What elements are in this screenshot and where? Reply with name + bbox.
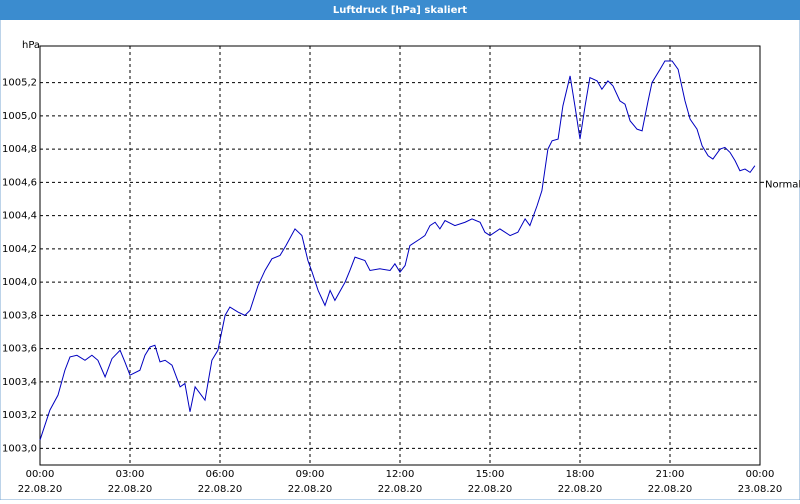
- x-tick-date: 22.08.20: [288, 484, 333, 495]
- y-tick-label: 1005,2: [2, 78, 37, 89]
- y-tick-label: 1005,0: [2, 111, 37, 122]
- y-tick-label: 1003,8: [2, 310, 37, 321]
- x-tick-date: 22.08.20: [558, 484, 603, 495]
- y-axis-label: hPa: [22, 40, 40, 51]
- x-tick-label: 12:00: [386, 469, 415, 480]
- y-tick-label: 1003,0: [2, 443, 37, 454]
- x-tick-date: 22.08.20: [198, 484, 243, 495]
- x-tick-label: 09:00: [296, 469, 325, 480]
- y-tick-label: 1003,2: [2, 410, 37, 421]
- x-tick-label: 18:00: [566, 469, 595, 480]
- annotation: Normal: [765, 179, 800, 190]
- x-tick-date: 22.08.20: [468, 484, 513, 495]
- x-tick-label: 03:00: [116, 469, 145, 480]
- plot-frame: [39, 45, 761, 466]
- x-tick-date: 22.08.20: [18, 484, 63, 495]
- chart-title: Luftdruck [hPa] skaliert: [333, 5, 467, 16]
- x-tick-label: 21:00: [656, 469, 685, 480]
- x-tick-label: 06:00: [206, 469, 235, 480]
- y-tick-label: 1003,4: [2, 377, 37, 388]
- x-tick-date: 23.08.20: [738, 484, 783, 495]
- x-tick-date: 22.08.20: [108, 484, 153, 495]
- x-tick-label: 15:00: [476, 469, 505, 480]
- x-tick-label: 00:00: [746, 469, 775, 480]
- y-tick-label: 1004,2: [2, 244, 37, 255]
- y-tick-label: 1004,6: [2, 177, 37, 188]
- x-tick-label: 00:00: [26, 469, 55, 480]
- y-tick-label: 1003,6: [2, 344, 37, 355]
- line: [39, 60, 756, 441]
- y-tick-label: 1004,0: [2, 277, 37, 288]
- y-tick-label: 1004,8: [2, 144, 37, 155]
- y-tick-label: 1004,4: [2, 211, 37, 222]
- x-tick-date: 22.08.20: [648, 484, 693, 495]
- title-bar: [0, 0, 800, 20]
- x-tick-date: 22.08.20: [378, 484, 423, 495]
